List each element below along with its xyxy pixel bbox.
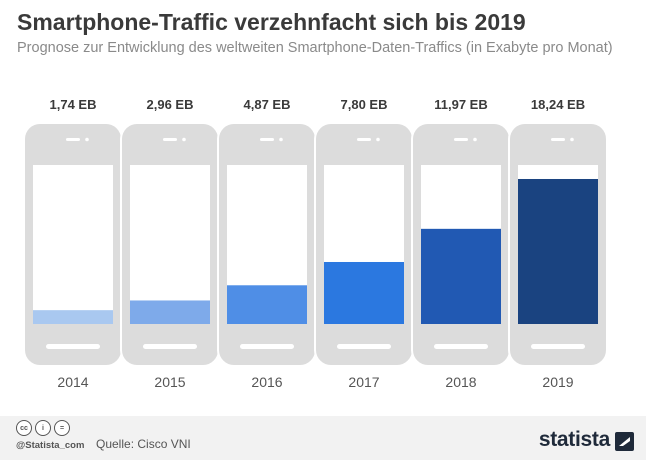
value-label: 7,80 EB [341,97,388,112]
source-note: Quelle: Cisco VNI [96,437,191,451]
phone-camera [570,137,574,142]
value-label: 11,97 EB [434,97,488,112]
bar-2014 [33,310,113,324]
phone-screen [33,165,113,324]
bar-2018 [421,228,501,324]
phone-camera [85,137,89,142]
x-tick-label: 2017 [348,374,379,390]
statista-logo-icon [615,432,634,451]
phone-speaker [66,138,80,141]
phone-speaker [551,138,565,141]
bar-2016 [227,285,307,324]
x-tick-label: 2019 [542,374,573,390]
chart-title: Smartphone-Traffic verzehnfacht sich bis… [17,9,526,35]
phone-speaker [454,138,468,141]
phone-camera [473,137,477,142]
x-tick-label: 2015 [154,374,185,390]
bar-chart: 1,74 EB 2014 2,96 EB 2015 4,87 EB 2016 7,80 EB… [23,97,608,390]
phone-screen [130,165,210,324]
phone-home-button [531,344,585,349]
value-label: 1,74 EB [50,97,97,112]
x-tick-label: 2016 [251,374,282,390]
phone-home-button [337,344,391,349]
phone-camera [376,137,380,142]
phone-camera [279,137,283,142]
phone-speaker [260,138,274,141]
phone-camera [182,137,186,142]
value-label: 2,96 EB [147,97,194,112]
chart-subtitle: Prognose zur Entwicklung des weltweiten … [17,40,613,56]
statista-logo-text[interactable]: statista [538,428,610,451]
x-tick-label: 2014 [57,374,88,390]
by-icon[interactable]: i [35,420,51,436]
phone-home-button [143,344,197,349]
bar-2015 [130,300,210,324]
phone-speaker [357,138,371,141]
nd-icon[interactable]: = [54,420,70,436]
bar-2017 [324,261,404,324]
phone-home-button [240,344,294,349]
bar-2019 [518,178,598,324]
value-label: 4,87 EB [244,97,291,112]
value-label: 18,24 EB [531,97,585,112]
statista-handle[interactable]: @Statista_com [16,440,85,451]
phone-home-button [46,344,100,349]
footer-bar [0,416,646,460]
x-tick-label: 2018 [445,374,476,390]
license-icons: cc i = [16,420,70,436]
phone-home-button [434,344,488,349]
phone-speaker [163,138,177,141]
cc-icon[interactable]: cc [16,420,32,436]
